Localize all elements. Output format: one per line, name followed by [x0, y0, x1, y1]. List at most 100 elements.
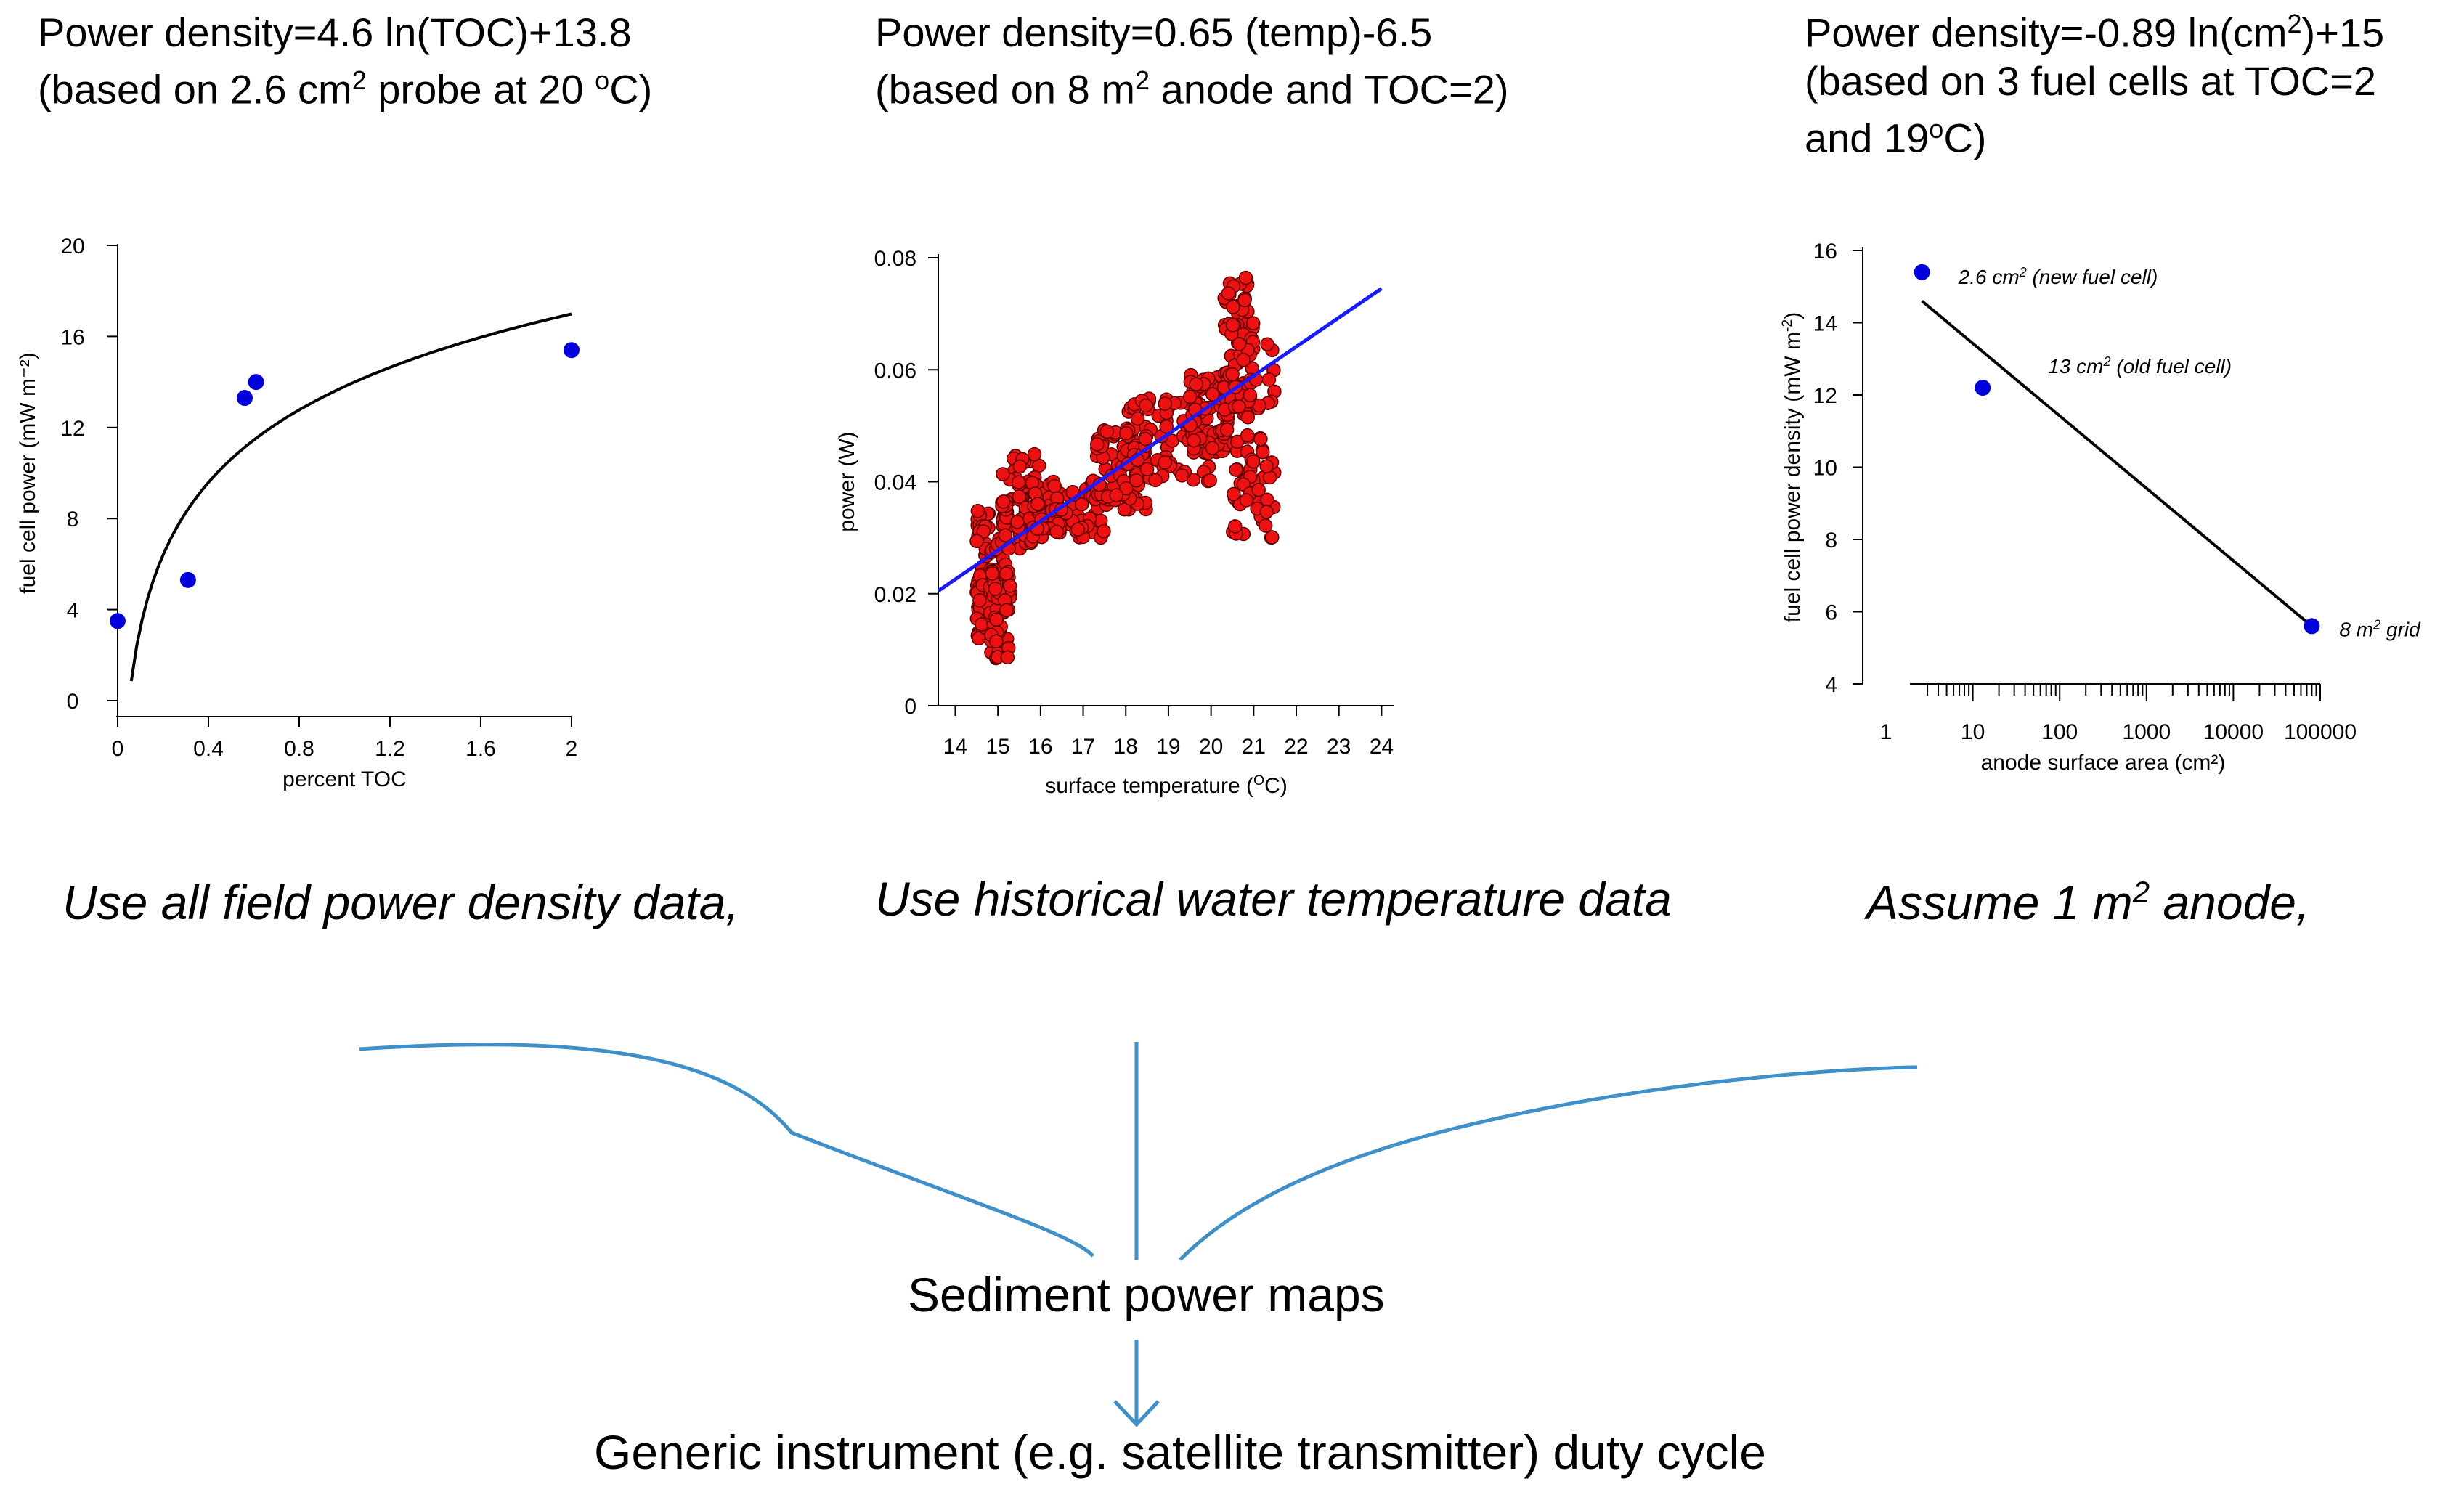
equation-3-line3: and 19oC) [1805, 105, 2384, 163]
scatter-point [1002, 579, 1017, 593]
y-tick-label: 8 [67, 508, 79, 531]
scatter-point [999, 566, 1014, 581]
right-curve [1179, 1065, 1918, 1261]
eq2-line2-b: anode and TOC=2) [1150, 66, 1509, 113]
scatter-point [1245, 316, 1261, 331]
equation-1-line1: Power density=4.6 ln(TOC)+13.8 [38, 9, 632, 55]
point-annotation: 2.6 cm2 (new fuel cell) [1958, 265, 2158, 288]
scatter-point [1109, 488, 1123, 502]
x-tick-label: 10 [1961, 720, 1985, 744]
caption-3-b: anode, [2150, 876, 2310, 929]
scatter-point [988, 582, 1003, 596]
scatter-point [1239, 493, 1254, 508]
x-tick-label: 1 [1880, 720, 1892, 744]
scatter-point [1139, 398, 1153, 413]
x-tick-label: 14 [943, 735, 967, 759]
eq2-sup: 2 [1134, 65, 1150, 95]
scatter-point [985, 566, 1000, 581]
y-tick-label: 20 [60, 235, 84, 258]
x-tick-label: 0.4 [193, 737, 224, 761]
x-tick-label: 23 [1327, 735, 1351, 759]
scatter-point [1238, 270, 1253, 285]
scatter-point [1012, 459, 1028, 474]
down-arrow-head [1113, 1400, 1160, 1427]
scatter-point [1047, 478, 1062, 494]
x-tick-label: 2 [566, 737, 578, 761]
equation-1-line2: (based on 2.6 cm2 probe at 20 oC) [38, 57, 652, 114]
x-tick-label: 1000 [2122, 720, 2171, 744]
scatter-point [1232, 399, 1246, 414]
x-tick-label: 19 [1156, 735, 1180, 759]
caption-3-a: Assume 1 m [1866, 876, 2133, 929]
scatter-point [1139, 462, 1155, 477]
scatter-point [972, 593, 987, 608]
y-tick-label: 0.08 [874, 247, 916, 271]
scatter-point [1226, 300, 1240, 314]
y-tick-label: 10 [1813, 457, 1837, 481]
scatter-point [1119, 481, 1134, 496]
scatter-point [1258, 518, 1273, 533]
caption-1: Use all field power density data, [62, 876, 739, 929]
y-tick-label: 4 [67, 599, 79, 623]
scatter-point [1205, 441, 1220, 455]
y-tick-label: 0.02 [874, 583, 916, 607]
x-axis-label: surface temperature (OC) [1045, 773, 1288, 798]
scatter-point [996, 494, 1011, 509]
x-axis-label: anode surface area (cm²) [1981, 751, 2226, 775]
x-tick-label: 100 [2041, 720, 2078, 744]
x-tick-label: 1.6 [465, 737, 496, 761]
x-tick-label: 22 [1284, 735, 1308, 759]
equation-1: Power density=4.6 ln(TOC)+13.8 (based on… [38, 9, 652, 114]
scatter-point [1221, 286, 1236, 301]
eq1-line2-a: (based on 2.6 cm [38, 66, 352, 113]
scatter-point [1070, 522, 1085, 537]
left-curve [359, 1043, 1094, 1258]
data-point [1975, 380, 1991, 396]
x-tick-label: 18 [1114, 735, 1138, 759]
flow-arrows [359, 1042, 1918, 1427]
chart-toc: 0 4 8 12 16 20 0 0.4 0.8 1.2 1.6 2 percent TOC fuel c… [16, 235, 580, 791]
x-tick-label: 0 [112, 737, 124, 761]
x-tick-label: 1.2 [375, 737, 405, 761]
data-point [248, 374, 264, 391]
data-point [2304, 618, 2320, 635]
scatter-point [1236, 353, 1251, 367]
scatter-point [999, 603, 1014, 618]
y-axis-label: power (W) [835, 431, 859, 531]
y-axis-label: fuel cell power (mW m⁻²) [16, 352, 40, 594]
scatter-point [1227, 486, 1241, 502]
y-axis-label: fuel cell power density (mW m-2) [1779, 312, 1805, 622]
scatter-point [1261, 372, 1277, 387]
scatter-point [1259, 459, 1274, 473]
scatter-point [1138, 431, 1153, 447]
y-tick-label: 4 [1825, 673, 1837, 697]
scatter-point [970, 503, 985, 518]
fit-curve [129, 312, 572, 682]
caption-3-sup: 2 [2132, 875, 2150, 909]
x-tick-label: 24 [1370, 735, 1394, 759]
scatter-point [1240, 409, 1256, 425]
scatter-point [998, 528, 1013, 542]
x-tick-label: 10000 [2203, 720, 2264, 744]
data-point [179, 571, 196, 588]
scatter-point [1229, 434, 1245, 449]
eq3-line3-b: C) [1943, 115, 1987, 161]
scatter-point [1174, 468, 1190, 483]
scatter-point [1129, 473, 1144, 488]
data-point [564, 342, 580, 359]
scatter-point [1010, 515, 1025, 529]
scatter-point [1205, 387, 1220, 402]
eq3-line1-a: Power density=-0.89 ln(cm [1805, 9, 2288, 56]
x-tick-label: 20 [1199, 735, 1223, 759]
caption-3: Assume 1 m2 anode, [1866, 875, 2309, 930]
scatter-point [1229, 462, 1243, 477]
scatter-point [1243, 388, 1258, 403]
sediment-power-maps: Sediment power maps [908, 1268, 1385, 1321]
y-tick-label: 12 [60, 417, 84, 441]
equation-3: Power density=-0.89 ln(cm2)+15 (based on… [1805, 0, 2384, 162]
scatter-point [1012, 489, 1027, 504]
scatter-point [1225, 318, 1240, 333]
eq1-sup2: o [595, 65, 610, 95]
x-tick-label: 100000 [2284, 720, 2357, 744]
scatter-point [1246, 455, 1261, 469]
